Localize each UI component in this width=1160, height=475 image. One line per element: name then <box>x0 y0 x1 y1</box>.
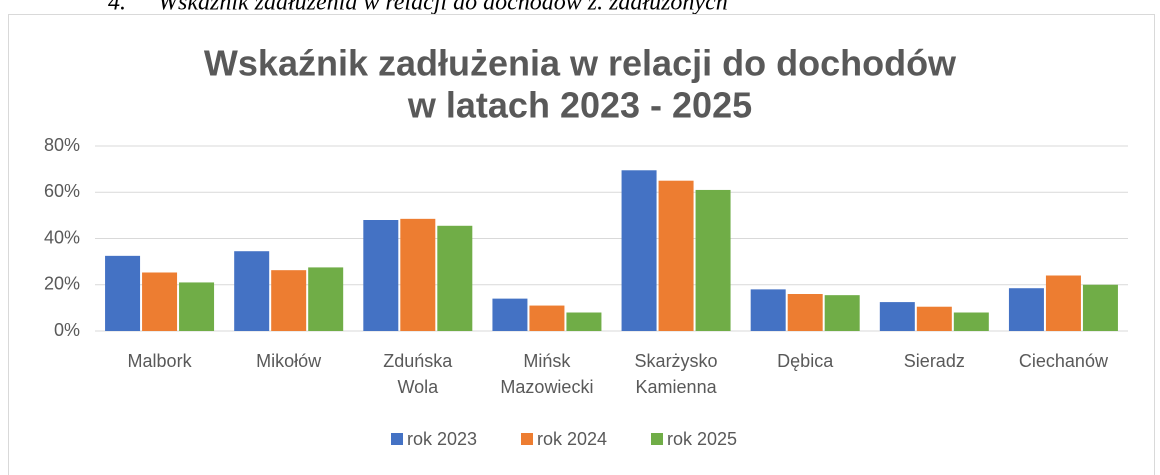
y-tick-label: 40% <box>44 227 80 247</box>
x-tick-label: Mikołów <box>256 351 322 371</box>
y-tick-label: 60% <box>44 181 80 201</box>
bar <box>492 298 528 331</box>
bar <box>234 251 270 331</box>
bar <box>400 218 436 331</box>
bar <box>916 306 952 331</box>
bar <box>105 255 141 331</box>
bar <box>142 272 178 331</box>
bar <box>879 302 915 331</box>
chart-border <box>8 14 1155 475</box>
x-tick-label: Zduńska Wola <box>383 351 453 397</box>
x-tick-label: Dębica <box>777 351 834 371</box>
bar <box>658 180 694 331</box>
bar <box>363 220 399 331</box>
bar <box>621 170 657 331</box>
y-tick-label: 0% <box>54 320 80 340</box>
bar <box>824 295 860 331</box>
y-tick-label: 20% <box>44 274 80 294</box>
x-tick-label: Sieradz <box>904 351 965 371</box>
chart-title: w latach 2023 - 2025 <box>407 85 752 126</box>
legend-swatch <box>391 433 403 445</box>
bar <box>179 282 215 331</box>
bar <box>1082 284 1118 331</box>
bar <box>695 189 731 331</box>
chart-title: Wskaźnik zadłużenia w relacji do dochodó… <box>204 43 957 84</box>
bar <box>529 305 565 331</box>
bar <box>1008 288 1044 331</box>
x-tick-label: Malbork <box>128 351 193 371</box>
x-tick-label: Mińsk Mazowiecki <box>500 351 593 397</box>
bar <box>308 267 344 331</box>
bar <box>566 312 602 331</box>
bar <box>1045 275 1081 331</box>
caption-number: 4. <box>108 0 126 16</box>
caption-text: Wskaźnik zadłużenia w relacji do dochodó… <box>158 0 728 16</box>
legend-swatch <box>521 433 533 445</box>
bar <box>437 225 473 331</box>
bar <box>787 294 823 331</box>
legend-label: rok 2025 <box>667 429 737 449</box>
bar <box>750 289 786 331</box>
legend-swatch <box>651 433 663 445</box>
bar <box>271 270 307 331</box>
x-tick-label: Skarżysko Kamienna <box>635 351 718 397</box>
legend-label: rok 2023 <box>407 429 477 449</box>
bar <box>953 312 989 331</box>
y-tick-label: 80% <box>44 135 80 155</box>
legend-label: rok 2024 <box>537 429 607 449</box>
x-tick-label: Ciechanów <box>1019 351 1109 371</box>
